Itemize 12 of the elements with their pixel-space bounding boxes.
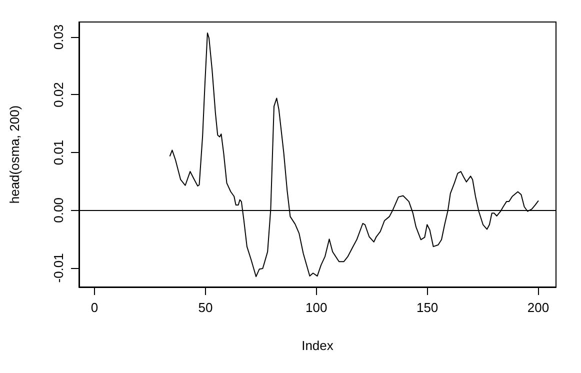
y-tick-label: 0.00 <box>51 198 66 223</box>
x-tick-label: 50 <box>198 300 213 315</box>
y-axis-title: head(osma, 200) <box>7 105 22 204</box>
x-tick-label: 150 <box>416 300 438 315</box>
x-axis-title: Index <box>302 338 334 353</box>
y-tick-label: 0.01 <box>51 140 66 166</box>
x-tick-label: 100 <box>306 300 328 315</box>
x-tick-label: 200 <box>527 300 550 315</box>
y-tick-label: -0.01 <box>51 253 66 283</box>
y-tick-label: 0.02 <box>51 82 66 108</box>
x-tick-label: 0 <box>90 300 98 315</box>
y-tick-label: 0.03 <box>51 24 66 50</box>
